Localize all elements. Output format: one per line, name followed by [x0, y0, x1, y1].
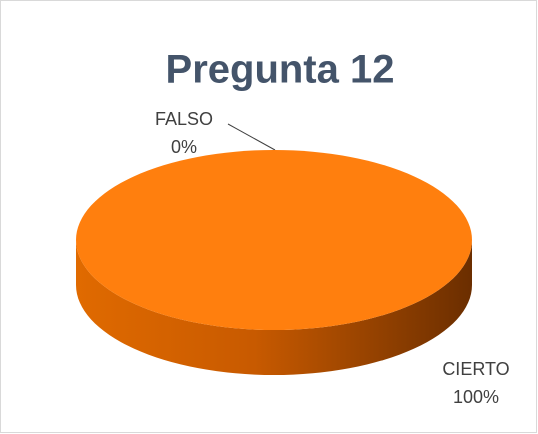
pie-slice [76, 150, 472, 330]
pie-slice-side [76, 240, 472, 375]
data-label-category: FALSO [155, 109, 213, 129]
data-label-value: 0% [171, 137, 197, 157]
chart-title: Pregunta 12 [166, 48, 395, 92]
leader-line [227, 123, 276, 151]
data-label-value: 100% [453, 387, 499, 407]
data-label-category: CIERTO [442, 359, 509, 379]
